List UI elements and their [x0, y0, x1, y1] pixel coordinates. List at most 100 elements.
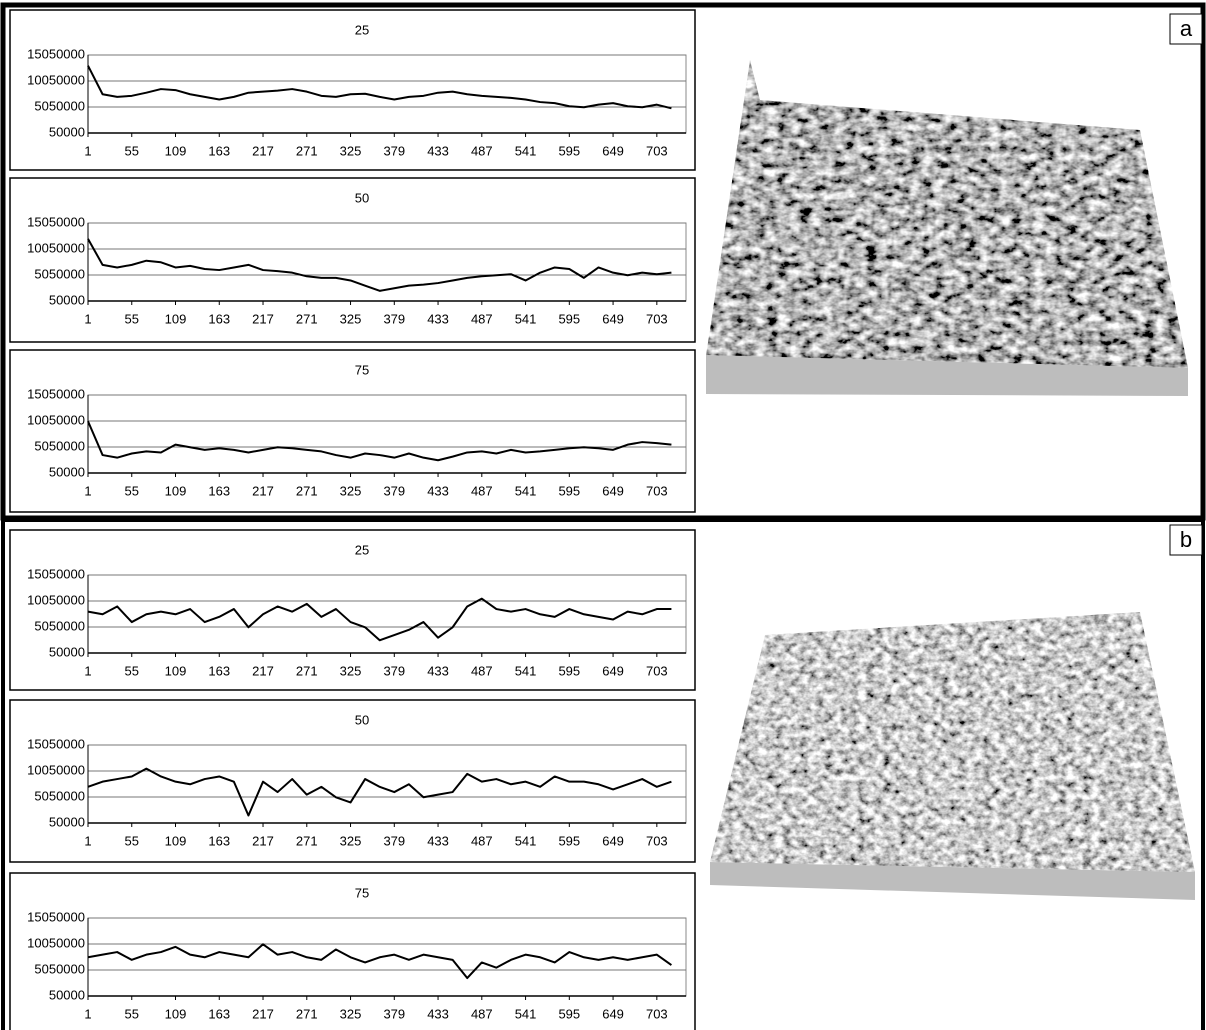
- y-tick-label: 15050000: [27, 909, 85, 924]
- x-tick-label: 325: [340, 311, 362, 326]
- chart-title: 75: [355, 885, 369, 900]
- surface-plot: [700, 55, 1200, 375]
- x-tick-label: 325: [340, 1006, 362, 1021]
- x-tick-label: 325: [340, 483, 362, 498]
- y-tick-label: 10050000: [27, 762, 85, 777]
- x-tick-label: 271: [296, 483, 318, 498]
- x-tick-label: 1: [84, 663, 91, 678]
- chart-title: 50: [355, 190, 369, 205]
- y-tick-label: 10050000: [27, 592, 85, 607]
- x-tick-label: 55: [125, 143, 139, 158]
- x-tick-label: 541: [515, 311, 537, 326]
- x-tick-label: 595: [558, 833, 580, 848]
- x-tick-label: 487: [471, 311, 493, 326]
- x-tick-label: 541: [515, 663, 537, 678]
- x-tick-label: 595: [558, 663, 580, 678]
- y-tick-label: 10050000: [27, 412, 85, 427]
- y-tick-label: 50000: [49, 124, 85, 139]
- x-tick-label: 1: [84, 311, 91, 326]
- x-tick-label: 433: [427, 311, 449, 326]
- x-tick-label: 703: [646, 311, 668, 326]
- x-tick-label: 325: [340, 663, 362, 678]
- x-tick-label: 487: [471, 1006, 493, 1021]
- x-tick-label: 433: [427, 663, 449, 678]
- y-tick-label: 50000: [49, 987, 85, 1002]
- figure: a b 255000050500001005000015050000155109…: [0, 0, 1206, 1030]
- x-tick-label: 163: [208, 311, 230, 326]
- x-tick-label: 595: [558, 483, 580, 498]
- x-tick-label: 217: [252, 833, 274, 848]
- x-tick-label: 55: [125, 1006, 139, 1021]
- x-tick-label: 217: [252, 483, 274, 498]
- x-tick-label: 163: [208, 483, 230, 498]
- x-tick-label: 163: [208, 663, 230, 678]
- y-tick-label: 10050000: [27, 935, 85, 950]
- x-tick-label: 55: [125, 311, 139, 326]
- chart-title: 25: [355, 542, 369, 557]
- x-tick-label: 649: [602, 311, 624, 326]
- x-tick-label: 109: [165, 483, 187, 498]
- x-tick-label: 379: [383, 143, 405, 158]
- x-tick-label: 1: [84, 143, 91, 158]
- x-tick-label: 433: [427, 1006, 449, 1021]
- y-tick-label: 5050000: [34, 98, 85, 113]
- x-tick-label: 1: [84, 1006, 91, 1021]
- x-tick-label: 541: [515, 483, 537, 498]
- y-tick-label: 15050000: [27, 386, 85, 401]
- x-tick-label: 541: [515, 833, 537, 848]
- x-tick-label: 271: [296, 663, 318, 678]
- x-tick-label: 703: [646, 483, 668, 498]
- x-tick-label: 55: [125, 833, 139, 848]
- panel-label: b: [1180, 527, 1192, 552]
- x-tick-label: 433: [427, 143, 449, 158]
- x-tick-label: 1: [84, 833, 91, 848]
- x-tick-label: 109: [165, 833, 187, 848]
- y-tick-label: 10050000: [27, 240, 85, 255]
- x-tick-label: 379: [383, 311, 405, 326]
- x-tick-label: 217: [252, 311, 274, 326]
- x-tick-label: 109: [165, 143, 187, 158]
- x-tick-label: 379: [383, 663, 405, 678]
- x-tick-label: 487: [471, 143, 493, 158]
- y-tick-label: 50000: [49, 644, 85, 659]
- y-tick-label: 50000: [49, 814, 85, 829]
- x-tick-label: 271: [296, 1006, 318, 1021]
- y-tick-label: 15050000: [27, 736, 85, 751]
- y-tick-label: 10050000: [27, 72, 85, 87]
- x-tick-label: 703: [646, 663, 668, 678]
- x-tick-label: 1: [84, 483, 91, 498]
- y-tick-label: 50000: [49, 292, 85, 307]
- y-tick-label: 15050000: [27, 46, 85, 61]
- x-tick-label: 541: [515, 143, 537, 158]
- x-tick-label: 163: [208, 1006, 230, 1021]
- x-tick-label: 271: [296, 143, 318, 158]
- y-tick-label: 5050000: [34, 438, 85, 453]
- chart-title: 75: [355, 362, 369, 377]
- x-tick-label: 487: [471, 483, 493, 498]
- x-tick-label: 325: [340, 143, 362, 158]
- x-tick-label: 379: [383, 483, 405, 498]
- x-tick-label: 271: [296, 833, 318, 848]
- y-tick-label: 50000: [49, 464, 85, 479]
- x-tick-label: 487: [471, 833, 493, 848]
- x-tick-label: 649: [602, 833, 624, 848]
- surface-plot: [705, 605, 1200, 880]
- x-tick-label: 109: [165, 1006, 187, 1021]
- x-tick-label: 433: [427, 833, 449, 848]
- x-tick-label: 703: [646, 143, 668, 158]
- x-tick-label: 649: [602, 483, 624, 498]
- x-tick-label: 55: [125, 483, 139, 498]
- y-tick-label: 5050000: [34, 788, 85, 803]
- x-tick-label: 649: [602, 1006, 624, 1021]
- x-tick-label: 55: [125, 663, 139, 678]
- x-tick-label: 595: [558, 311, 580, 326]
- x-tick-label: 487: [471, 663, 493, 678]
- x-tick-label: 217: [252, 143, 274, 158]
- panel-label: a: [1180, 16, 1193, 41]
- x-tick-label: 595: [558, 1006, 580, 1021]
- x-tick-label: 649: [602, 143, 624, 158]
- x-tick-label: 703: [646, 833, 668, 848]
- x-tick-label: 541: [515, 1006, 537, 1021]
- x-tick-label: 163: [208, 833, 230, 848]
- x-tick-label: 649: [602, 663, 624, 678]
